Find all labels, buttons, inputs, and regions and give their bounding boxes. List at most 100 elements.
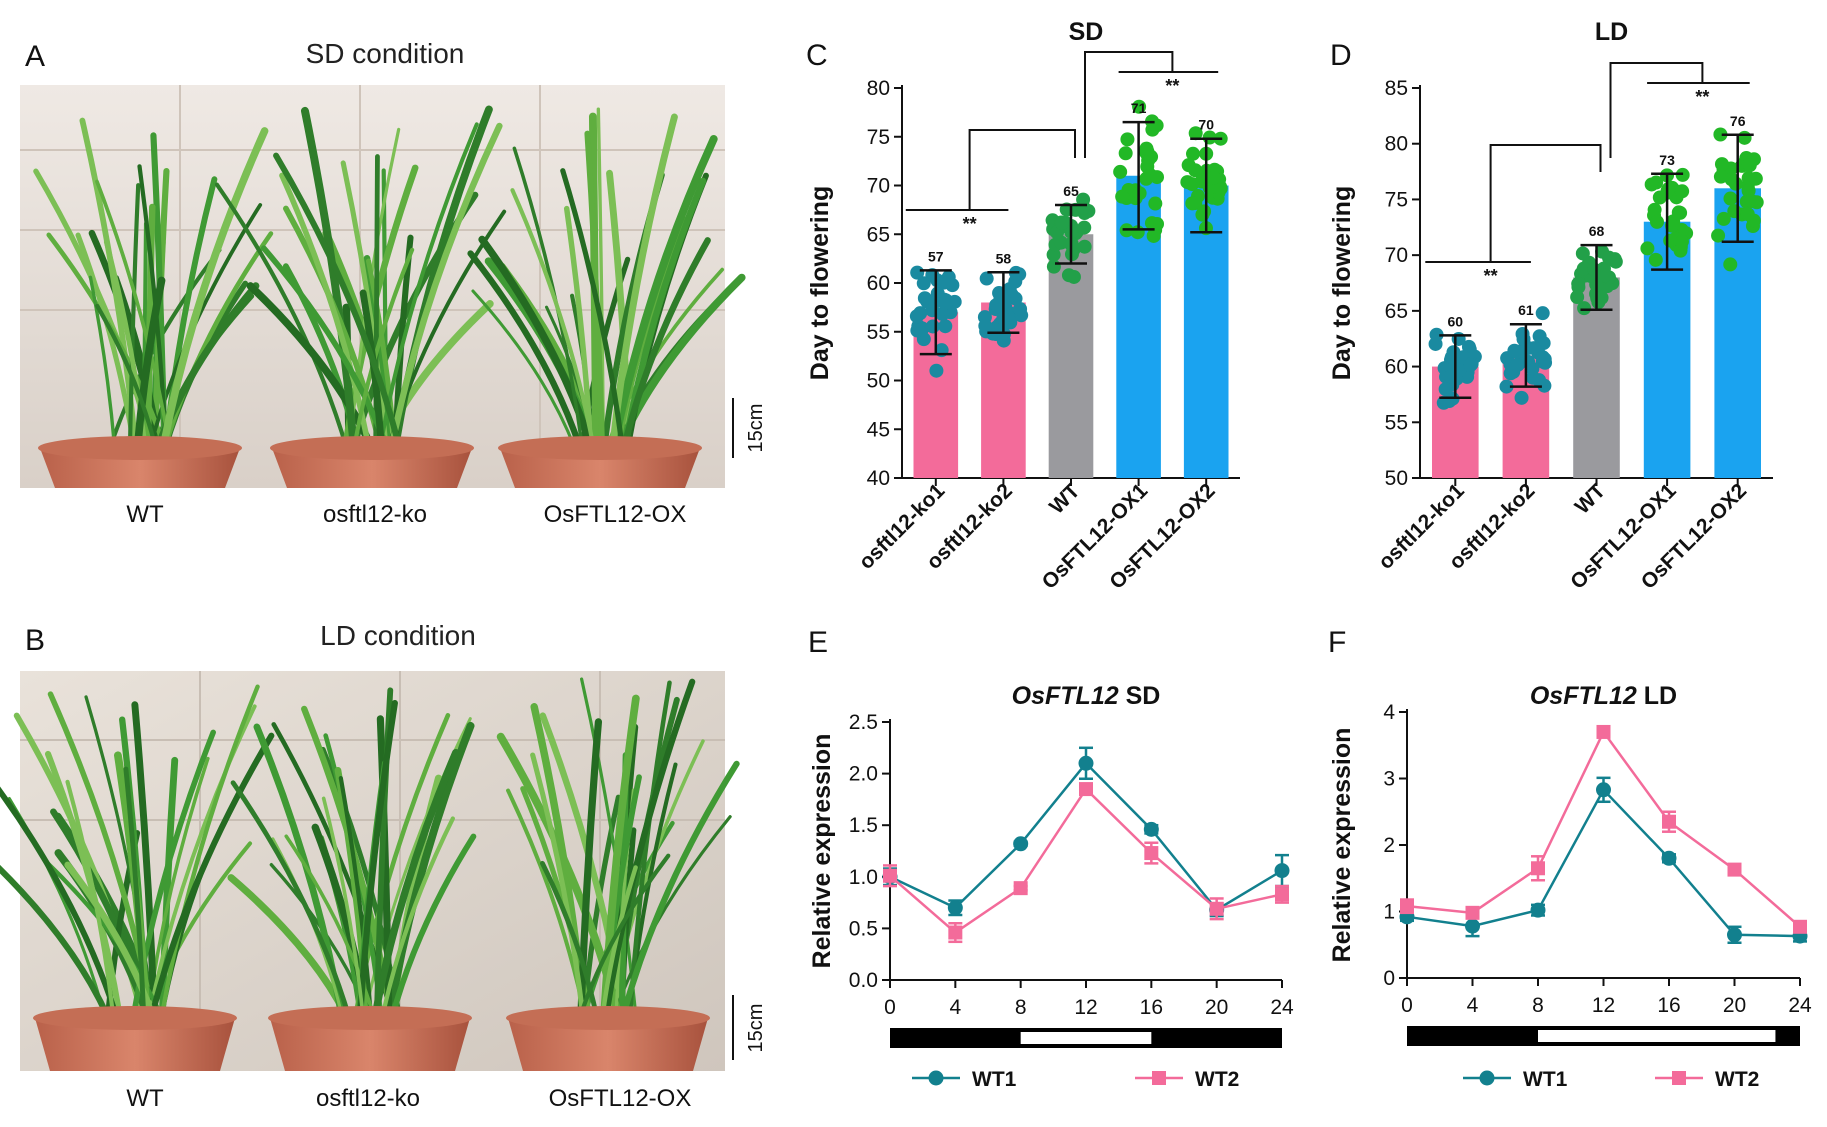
data-point xyxy=(1723,257,1738,272)
x-tick-label: 0 xyxy=(884,996,896,1019)
chart-C-letter: C xyxy=(806,39,828,72)
panel-b-leaf xyxy=(577,718,603,1022)
data-point xyxy=(1146,228,1161,243)
data-point xyxy=(1724,172,1739,187)
data-point xyxy=(1046,259,1061,274)
panel-a-leaf xyxy=(95,179,172,450)
chart-F-letter: F xyxy=(1328,626,1346,659)
bracket-ox-wt xyxy=(1609,62,1704,158)
data-point xyxy=(996,327,1011,342)
panel-a-leaf xyxy=(273,152,403,452)
panel-b-leaf xyxy=(0,786,120,1021)
data-point xyxy=(1113,164,1128,179)
data-point xyxy=(1149,118,1164,133)
data-point xyxy=(1076,200,1091,215)
value-label: 70 xyxy=(1198,117,1214,133)
panel-b-pot xyxy=(35,1018,235,1071)
y-tick-label: 60 xyxy=(867,272,890,295)
data-point xyxy=(1013,302,1028,317)
x-tick-label: 8 xyxy=(1015,996,1027,1019)
data-point xyxy=(1723,191,1738,206)
panel-a-leaf xyxy=(300,106,358,452)
point-WT2 xyxy=(1079,782,1093,797)
data-point xyxy=(1744,193,1759,208)
data-point xyxy=(1748,171,1763,186)
panel-a-label-ko: osftl12-ko xyxy=(323,501,427,528)
y-tick-label: 80 xyxy=(867,77,890,100)
x-tick-label: 12 xyxy=(1592,994,1615,1017)
panel-b-plant xyxy=(496,677,740,1071)
x-tick-label: 24 xyxy=(1788,994,1812,1017)
panel-b-label-ox: OsFTL12-OX xyxy=(549,1085,692,1112)
panel-b-title: LD condition xyxy=(320,620,476,651)
data-point xyxy=(1055,215,1070,230)
chart-title-gene: OsFTL12 xyxy=(1012,682,1119,710)
y-tick-label: 50 xyxy=(1385,467,1408,490)
point-WT2 xyxy=(1727,862,1742,877)
panel-a-leaf xyxy=(127,183,141,451)
data-point xyxy=(1132,99,1147,114)
data-point xyxy=(1514,390,1529,405)
x-tick-label: 4 xyxy=(1467,994,1479,1017)
panel-b-leaf xyxy=(148,732,275,1022)
panel-a-photo xyxy=(20,85,746,488)
panel-b-leaf xyxy=(371,748,460,1022)
data-point xyxy=(1428,336,1443,351)
y-tick-label: 55 xyxy=(867,321,890,344)
panel-b-leaf xyxy=(284,834,377,1020)
sig-label-ox: ** xyxy=(1695,87,1709,107)
chart-E-letter: E xyxy=(808,626,828,659)
bracket-ox-wt xyxy=(1084,51,1174,158)
data-point xyxy=(938,319,953,334)
panel-a-leaf xyxy=(162,231,274,451)
y-tick-label: 70 xyxy=(867,175,890,198)
value-label: 58 xyxy=(996,250,1012,266)
panel-a-leaf xyxy=(340,160,389,451)
chart-C-title: SD xyxy=(1069,18,1104,46)
y-tick-label: 70 xyxy=(1385,244,1408,267)
data-point xyxy=(978,318,993,333)
panel-a-leaf xyxy=(471,289,577,450)
data-point xyxy=(1640,241,1655,256)
data-point xyxy=(1185,177,1200,192)
panel-b-leaf xyxy=(619,760,740,1022)
panel-a-plant xyxy=(33,117,274,488)
panel-a-leaf xyxy=(352,247,415,451)
data-point xyxy=(1525,361,1540,376)
sig-label-ko: ** xyxy=(963,214,977,234)
data-point xyxy=(925,303,940,318)
chart-F-title: OsFTL12 LD xyxy=(1530,682,1677,710)
data-point xyxy=(1185,196,1200,211)
panel-b-label-wt: WT xyxy=(126,1085,164,1112)
panel-b: B LD condition WT osftl12-ko OsFTL12-OX … xyxy=(0,620,767,1112)
value-label: 61 xyxy=(1518,302,1534,318)
chart-title-gene: OsFTL12 xyxy=(1530,682,1637,710)
panel-b-scale-bar: 15cm xyxy=(732,995,767,1060)
point-WT2 xyxy=(883,868,897,883)
point-WT2 xyxy=(1662,814,1676,829)
data-point xyxy=(1571,276,1586,291)
panel-b-leaf xyxy=(540,860,600,1021)
y-tick-label: 1.0 xyxy=(849,866,878,889)
y-tick-label: 85 xyxy=(1385,77,1408,100)
data-point xyxy=(1674,234,1689,249)
point-WT1 xyxy=(1078,755,1094,771)
data-point xyxy=(1587,262,1602,277)
panel-a-letter: A xyxy=(25,40,45,73)
y-tick-label: 40 xyxy=(867,467,890,490)
data-point xyxy=(1115,189,1130,204)
data-point xyxy=(1742,158,1757,173)
x-tick-label: 4 xyxy=(949,996,961,1019)
panel-a-scale-label: 15cm xyxy=(745,404,767,453)
light-period-bar xyxy=(1020,1032,1152,1044)
panel-a-plant xyxy=(467,107,746,488)
panel-b-leaf xyxy=(376,715,393,1022)
chart-D-letter: D xyxy=(1330,39,1352,72)
panel-b-pot xyxy=(508,1018,708,1071)
legend-label: WT2 xyxy=(1715,1068,1759,1091)
data-point xyxy=(1436,395,1451,410)
panel-b-pot-rim xyxy=(33,1006,237,1030)
legend-marker xyxy=(1672,1071,1686,1085)
